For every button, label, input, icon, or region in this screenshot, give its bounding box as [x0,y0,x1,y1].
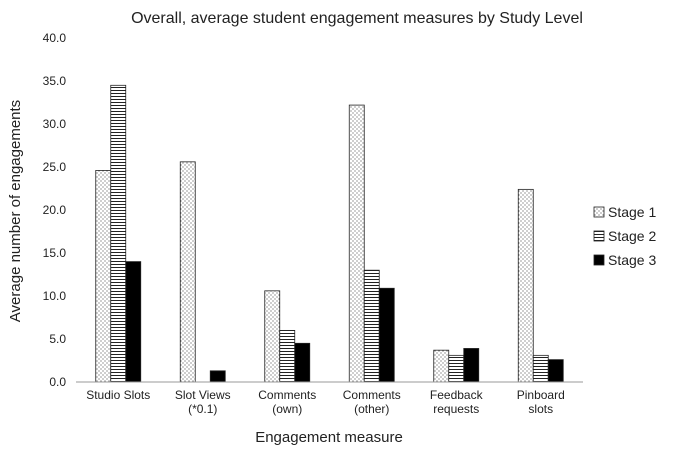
x-category-label: Comments [343,388,401,402]
bar-stage-1-cat-2 [264,290,281,383]
legend-label-stage-3: Stage 3 [608,252,656,268]
bar-stage-2-cat-0 [110,84,127,383]
bar-stage-3-cat-3 [378,287,395,383]
y-tick-label: 20.0 [43,203,67,217]
bars [95,84,564,383]
x-category-label: slots [528,402,553,416]
bar-stage-1-cat-0 [95,170,112,383]
y-tick-label: 15.0 [43,246,67,260]
legend-label-stage-1: Stage 1 [608,204,656,220]
legend-swatch-stage-1 [593,206,605,218]
y-tick-label: 40.0 [43,31,67,45]
legend-swatch-stage-3 [593,254,605,266]
y-tick-label: 0.0 [49,375,66,389]
legend: Stage 1 Stage 2 Stage 3 [593,204,656,268]
x-category-label: Pinboard [517,388,565,402]
x-category-label: Studio Slots [86,388,150,402]
chart-title: Overall, average student engagement meas… [131,10,583,27]
bar-stage-3-cat-1 [209,370,226,383]
legend-swatch-stage-2 [593,230,605,242]
bar-stage-1-cat-1 [179,161,196,383]
x-category-label: Feedback [430,388,484,402]
x-category-label: (own) [272,402,302,416]
y-tick-label: 25.0 [43,160,67,174]
bar-stage-3-cat-0 [125,261,142,383]
bar-stage-2-cat-4 [448,354,465,383]
bar-stage-1-cat-3 [348,104,365,383]
bar-stage-2-cat-5 [532,354,549,383]
x-axis-labels: Studio Slots Slot Views(*0.1)Comments(own… [86,388,565,416]
bar-stage-1-cat-4 [433,349,450,383]
x-axis-title: Engagement measure [255,429,403,446]
x-category-label: requests [433,402,479,416]
legend-label-stage-2: Stage 2 [608,228,656,244]
x-category-label: (*0.1) [188,402,217,416]
y-tick-label: 5.0 [49,332,66,346]
y-axis-ticks: 0.0 5.0 10.0 15.0 20.0 25.0 30.0 35.0 40.0 [43,31,67,389]
bar-stage-3-cat-4 [463,348,480,383]
y-axis-title: Average number of engagements [7,100,24,322]
x-category-label: Comments [258,388,316,402]
bar-stage-1-cat-5 [517,188,534,383]
x-category-label: (other) [354,402,389,416]
y-tick-label: 35.0 [43,74,67,88]
bar-stage-3-cat-5 [547,359,564,383]
bar-stage-3-cat-2 [294,342,311,383]
y-tick-label: 30.0 [43,117,67,131]
y-tick-label: 10.0 [43,289,67,303]
x-category-label: Slot Views [175,388,231,402]
bar-stage-2-cat-3 [363,269,380,383]
bar-stage-2-cat-2 [279,329,296,383]
